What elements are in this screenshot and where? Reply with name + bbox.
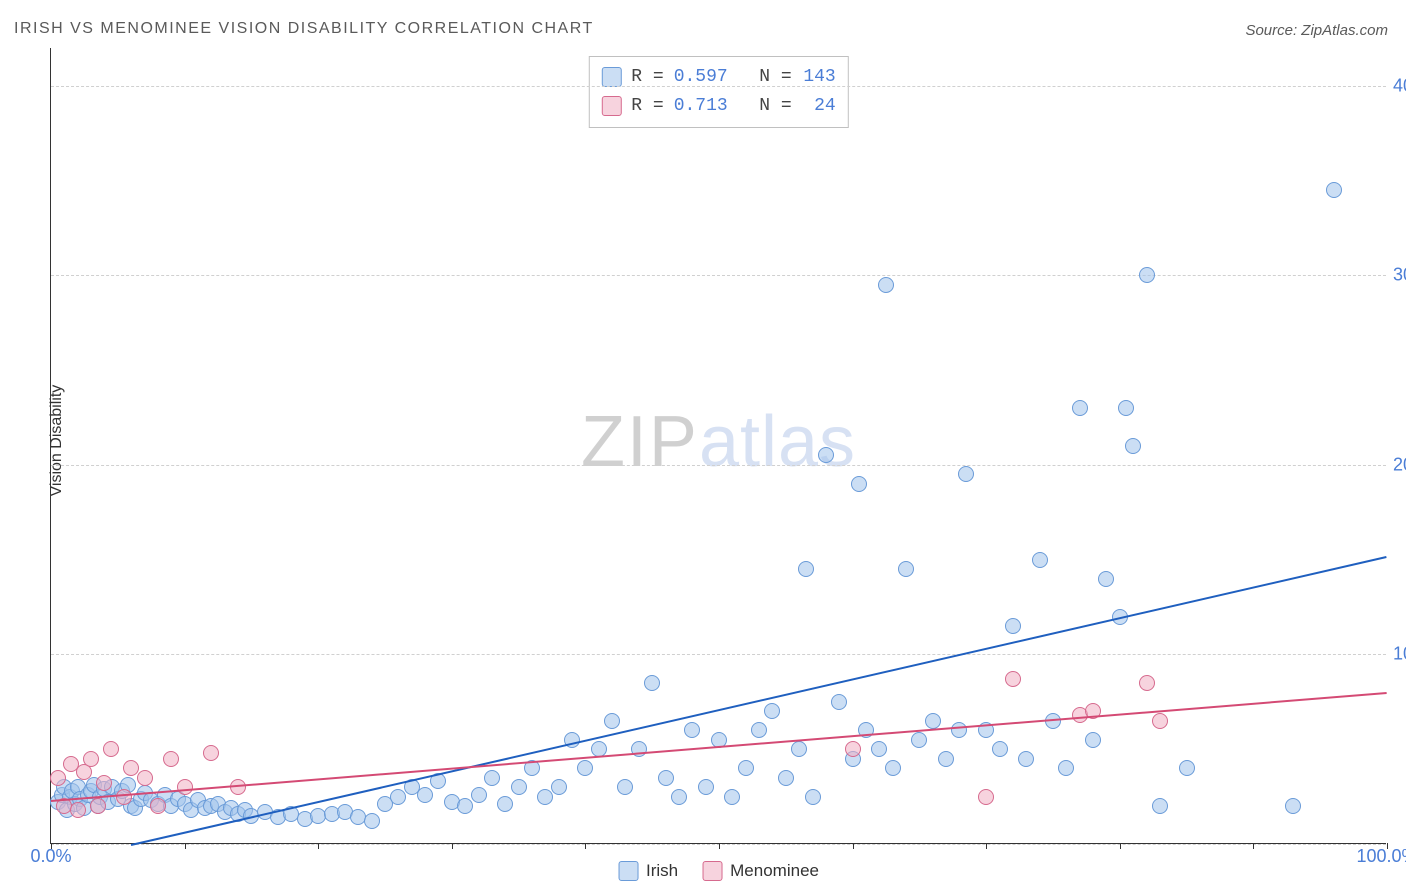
- scatter-plot: Vision Disability ZIPatlas R = 0.597 N =…: [50, 48, 1386, 844]
- data-point: [764, 703, 780, 719]
- data-point: [1005, 618, 1021, 634]
- data-point: [150, 798, 166, 814]
- data-point: [83, 751, 99, 767]
- x-tick: [452, 843, 453, 849]
- data-point: [738, 760, 754, 776]
- gridline: [51, 275, 1386, 276]
- y-axis-label: Vision Disability: [48, 384, 66, 496]
- chart-title: IRISH VS MENOMINEE VISION DISABILITY COR…: [14, 20, 594, 38]
- data-point: [1085, 732, 1101, 748]
- data-point: [103, 741, 119, 757]
- legend-item: Menominee: [702, 861, 819, 881]
- x-tick: [185, 843, 186, 849]
- x-tick: [719, 843, 720, 849]
- data-point: [1018, 751, 1034, 767]
- trend-line: [131, 556, 1387, 846]
- data-point: [978, 789, 994, 805]
- data-point: [70, 802, 86, 818]
- data-point: [1139, 675, 1155, 691]
- data-point: [878, 277, 894, 293]
- data-point: [898, 561, 914, 577]
- gridline: [51, 86, 1386, 87]
- data-point: [791, 741, 807, 757]
- data-point: [1152, 798, 1168, 814]
- legend-row: R = 0.713 N = 24: [601, 92, 835, 121]
- y-tick-label: 20.0%: [1393, 454, 1406, 475]
- x-tick-label: 100.0%: [1356, 846, 1406, 867]
- data-point: [1152, 713, 1168, 729]
- data-point: [457, 798, 473, 814]
- x-tick-label: 0.0%: [30, 846, 71, 867]
- data-point: [1005, 671, 1021, 687]
- source-attribution: Source: ZipAtlas.com: [1245, 22, 1388, 39]
- data-point: [1326, 182, 1342, 198]
- data-point: [851, 476, 867, 492]
- y-tick-label: 30.0%: [1393, 265, 1406, 286]
- legend-row: R = 0.597 N = 143: [601, 63, 835, 92]
- data-point: [925, 713, 941, 729]
- x-tick: [585, 843, 586, 849]
- data-point: [1118, 400, 1134, 416]
- data-point: [751, 722, 767, 738]
- data-point: [845, 741, 861, 757]
- data-point: [831, 694, 847, 710]
- data-point: [1032, 552, 1048, 568]
- data-point: [177, 779, 193, 795]
- series-legend: Irish Menominee: [618, 861, 819, 881]
- x-tick: [986, 843, 987, 849]
- data-point: [1098, 571, 1114, 587]
- x-tick: [1253, 843, 1254, 849]
- gridline: [51, 465, 1386, 466]
- data-point: [1179, 760, 1195, 776]
- data-point: [484, 770, 500, 786]
- data-point: [203, 745, 219, 761]
- legend-item: Irish: [618, 861, 678, 881]
- data-point: [163, 751, 179, 767]
- data-point: [871, 741, 887, 757]
- data-point: [885, 760, 901, 776]
- data-point: [497, 796, 513, 812]
- x-tick: [1120, 843, 1121, 849]
- data-point: [778, 770, 794, 786]
- data-point: [1072, 400, 1088, 416]
- data-point: [992, 741, 1008, 757]
- data-point: [798, 561, 814, 577]
- data-point: [364, 813, 380, 829]
- data-point: [471, 787, 487, 803]
- data-point: [116, 789, 132, 805]
- data-point: [137, 770, 153, 786]
- gridline: [51, 654, 1386, 655]
- correlation-legend: R = 0.597 N = 143R = 0.713 N = 24: [588, 56, 848, 128]
- data-point: [1125, 438, 1141, 454]
- data-point: [617, 779, 633, 795]
- x-tick: [853, 843, 854, 849]
- data-point: [911, 732, 927, 748]
- data-point: [50, 770, 66, 786]
- y-tick-label: 10.0%: [1393, 644, 1406, 665]
- data-point: [90, 798, 106, 814]
- data-point: [96, 775, 112, 791]
- data-point: [511, 779, 527, 795]
- data-point: [671, 789, 687, 805]
- data-point: [805, 789, 821, 805]
- data-point: [1058, 760, 1074, 776]
- data-point: [698, 779, 714, 795]
- data-point: [658, 770, 674, 786]
- data-point: [958, 466, 974, 482]
- data-point: [938, 751, 954, 767]
- data-point: [818, 447, 834, 463]
- data-point: [644, 675, 660, 691]
- data-point: [577, 760, 593, 776]
- x-tick: [318, 843, 319, 849]
- data-point: [951, 722, 967, 738]
- data-point: [417, 787, 433, 803]
- y-tick-label: 40.0%: [1393, 75, 1406, 96]
- data-point: [604, 713, 620, 729]
- data-point: [1285, 798, 1301, 814]
- data-point: [551, 779, 567, 795]
- watermark: ZIPatlas: [581, 400, 856, 482]
- data-point: [684, 722, 700, 738]
- data-point: [724, 789, 740, 805]
- data-point: [1139, 267, 1155, 283]
